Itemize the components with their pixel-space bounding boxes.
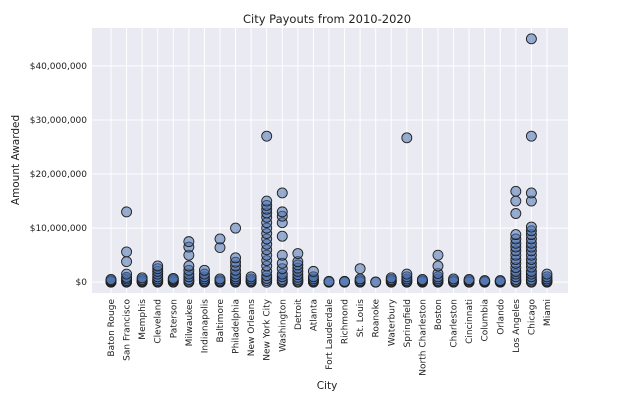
x-tick-label: Baton Rouge bbox=[107, 299, 117, 357]
x-tick-label: San Francisco bbox=[123, 299, 133, 361]
chart-title: City Payouts from 2010-2020 bbox=[243, 12, 411, 26]
point-orlando bbox=[494, 275, 506, 287]
point-new-orleans bbox=[245, 271, 257, 283]
y-axis-ticks: $0 $10,000,000 $20,000,000 $30,000,000 $40,0… bbox=[30, 62, 88, 288]
point-baltimore bbox=[214, 273, 226, 285]
x-tick-label: Philadelphia bbox=[232, 299, 242, 354]
point-richmond bbox=[339, 275, 350, 287]
x-tick-label: Fort Lauderdale bbox=[325, 299, 335, 370]
point-chicago bbox=[525, 33, 537, 45]
point-boston bbox=[432, 249, 444, 261]
point-st-louis bbox=[354, 273, 366, 285]
point-charleston bbox=[448, 273, 459, 285]
point-springfield bbox=[401, 268, 413, 280]
x-tick-label: Milwaukee bbox=[185, 299, 195, 347]
y-tick-label: $40,000,000 bbox=[30, 62, 88, 72]
point-new-york-city bbox=[261, 195, 273, 207]
x-tick-label: Memphis bbox=[138, 299, 148, 340]
point-baton-rouge bbox=[105, 274, 117, 285]
point-fort-lauderdale bbox=[323, 275, 335, 287]
x-tick-label: St. Louis bbox=[356, 299, 366, 338]
point-san-francisco bbox=[121, 246, 133, 258]
y-tick-label: $30,000,000 bbox=[30, 116, 88, 126]
point-chicago bbox=[525, 130, 537, 142]
point-washington bbox=[276, 206, 288, 218]
x-tick-label: Paterson bbox=[169, 299, 179, 338]
x-tick-label: Richmond bbox=[341, 299, 351, 344]
x-tick-label: Cincinnati bbox=[465, 299, 475, 344]
x-tick-label: Charleston bbox=[450, 299, 460, 348]
y-tick-label: $0 bbox=[76, 278, 88, 288]
x-tick-label: Baltimore bbox=[216, 299, 226, 343]
point-waterbury bbox=[385, 272, 397, 284]
x-tick-label: Springfield bbox=[403, 299, 413, 347]
point-springfield bbox=[401, 132, 413, 144]
y-tick-label: $10,000,000 bbox=[30, 224, 88, 234]
point-atlanta bbox=[307, 265, 319, 277]
point-chicago bbox=[525, 221, 537, 233]
data-points bbox=[105, 33, 553, 288]
grid-lines bbox=[92, 28, 568, 293]
point-washington bbox=[276, 249, 288, 261]
x-tick-label: Chicago bbox=[527, 299, 537, 336]
point-cincinnati bbox=[463, 274, 475, 285]
point-san-francisco bbox=[121, 268, 133, 280]
point-cleveland bbox=[152, 260, 164, 272]
point-paterson bbox=[167, 272, 179, 284]
x-axis-ticks: Baton Rouge San Francisco Memphis Cleveland… bbox=[107, 298, 553, 375]
x-tick-label: Indianapolis bbox=[200, 299, 210, 354]
x-axis-label: City bbox=[317, 380, 338, 392]
point-st-louis bbox=[354, 263, 366, 275]
point-columbia bbox=[479, 275, 491, 287]
plot-area bbox=[92, 28, 568, 293]
x-tick-label: Detroit bbox=[294, 299, 304, 331]
x-tick-label: Atlanta bbox=[309, 299, 319, 331]
point-washington bbox=[276, 187, 288, 199]
point-milwaukee bbox=[183, 260, 195, 272]
y-axis-label: Amount Awarded bbox=[10, 115, 22, 205]
point-memphis bbox=[136, 272, 148, 284]
point-boston bbox=[432, 260, 444, 272]
point-milwaukee bbox=[183, 236, 195, 248]
point-baltimore bbox=[214, 233, 226, 245]
point-miami bbox=[541, 268, 553, 280]
x-tick-label: Waterbury bbox=[387, 298, 397, 346]
point-detroit bbox=[292, 248, 304, 259]
point-philadelphia bbox=[230, 222, 242, 234]
point-san-francisco bbox=[121, 206, 133, 218]
point-los-angeles bbox=[510, 208, 522, 219]
x-tick-label: Miami bbox=[543, 299, 553, 326]
x-tick-label: Boston bbox=[434, 299, 444, 330]
x-tick-label: Orlando bbox=[496, 299, 506, 335]
x-tick-label: Roanoke bbox=[372, 299, 382, 338]
point-chicago bbox=[525, 187, 537, 199]
y-tick-label: $20,000,000 bbox=[30, 170, 88, 180]
point-indianapolis bbox=[198, 264, 210, 276]
point-washington bbox=[276, 230, 288, 242]
point-roanoke bbox=[370, 276, 382, 288]
x-tick-label: Cleveland bbox=[154, 299, 164, 344]
point-los-angeles bbox=[510, 229, 522, 241]
x-tick-label: New York City bbox=[263, 298, 273, 360]
x-tick-label: North Charleston bbox=[418, 299, 428, 376]
point-north-charleston bbox=[416, 274, 428, 285]
point-philadelphia bbox=[230, 252, 242, 264]
point-new-york-city bbox=[261, 130, 273, 142]
x-tick-label: Washington bbox=[278, 299, 288, 352]
point-san-francisco bbox=[121, 256, 133, 268]
x-tick-label: Columbia bbox=[481, 299, 491, 342]
point-los-angeles bbox=[510, 185, 522, 197]
point-los-angeles bbox=[510, 195, 522, 207]
x-tick-label: Los Angeles bbox=[512, 299, 522, 353]
x-tick-label: New Orleans bbox=[247, 299, 257, 357]
